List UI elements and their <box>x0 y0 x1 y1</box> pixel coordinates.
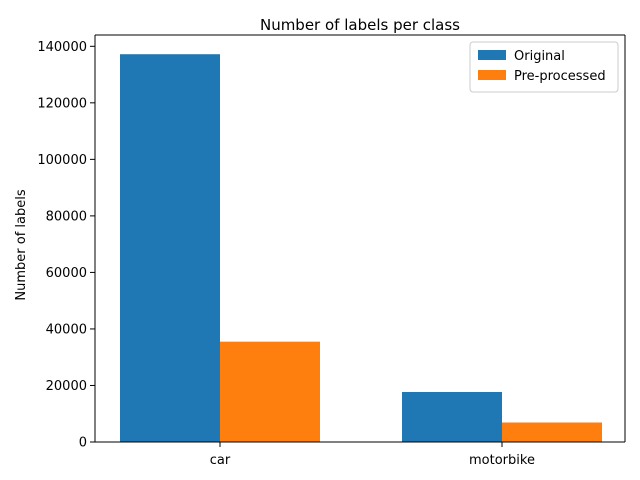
legend-swatch <box>478 50 506 60</box>
bar-pre-processed-car <box>220 341 320 442</box>
y-tick-label: 120000 <box>37 96 87 111</box>
bar-original-motorbike <box>402 391 502 442</box>
bars-group <box>120 54 602 442</box>
x-tick-label: car <box>210 453 231 468</box>
legend-swatch <box>478 70 506 80</box>
y-axis-label: Number of labels <box>14 189 29 300</box>
legend-box <box>469 41 619 93</box>
y-tick-label: 60000 <box>46 266 87 281</box>
y-tick-label: 40000 <box>46 322 87 337</box>
legend-label: Original <box>514 49 565 64</box>
legend[interactable]: Original Pre-processed <box>469 41 619 93</box>
bar-original-car <box>120 54 220 442</box>
axes-group: 0 20000 40000 60000 80000 100000 120000 140000 c… <box>37 34 626 468</box>
x-tick-label: motorbike <box>469 453 535 468</box>
y-tick-label: 20000 <box>46 379 87 394</box>
y-tick-label: 80000 <box>46 209 87 224</box>
y-tick-label: 0 <box>79 436 87 451</box>
y-tick-label: 100000 <box>37 153 87 168</box>
chart-title: Number of labels per class <box>260 16 460 34</box>
bar-pre-processed-motorbike <box>502 422 602 442</box>
legend-label: Pre-processed <box>514 69 606 84</box>
y-tick-label: 140000 <box>37 40 87 55</box>
